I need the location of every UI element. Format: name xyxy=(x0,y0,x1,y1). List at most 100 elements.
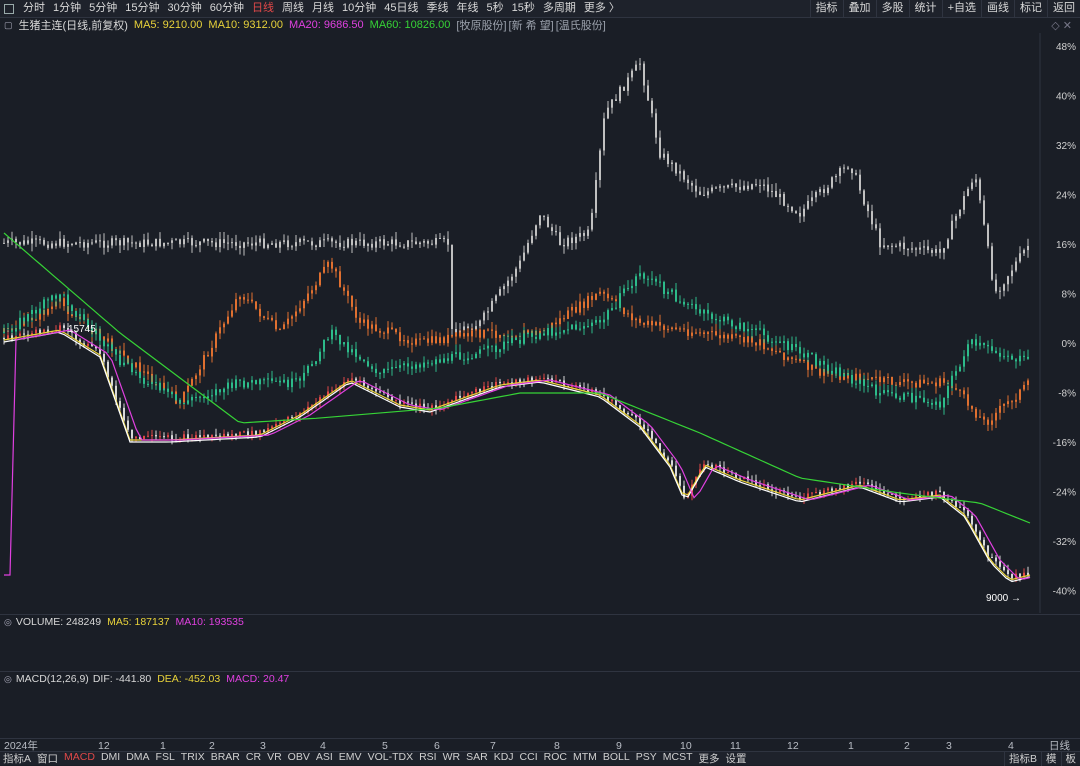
period-tab[interactable]: 月线 xyxy=(308,0,338,17)
wenshi-candle xyxy=(123,363,125,365)
muyuan-candle xyxy=(367,244,369,246)
xinxiwang-candle xyxy=(695,333,697,334)
diamond-icon[interactable]: ◇ ✕ xyxy=(1051,19,1072,32)
xinxiwang-candle xyxy=(431,336,433,343)
period-tab[interactable]: 年线 xyxy=(453,0,483,17)
main-candle xyxy=(999,561,1001,566)
xinxiwang-candle xyxy=(903,379,905,382)
muyuan-candle xyxy=(163,243,165,246)
xinxiwang-candle xyxy=(875,377,877,378)
wenshi-candle xyxy=(367,361,369,366)
wenshi-candle xyxy=(259,379,261,384)
muyuan-candle xyxy=(251,244,253,246)
main-candle xyxy=(143,436,145,439)
period-tab[interactable]: 45日线 xyxy=(380,0,422,17)
toolbar-button[interactable]: 画线 xyxy=(981,0,1014,17)
xinxiwang-candle xyxy=(303,301,305,308)
macd-menu-icon[interactable]: ◎ xyxy=(4,674,12,685)
period-tab[interactable]: 5秒 xyxy=(483,0,508,17)
period-tab[interactable]: 5分钟 xyxy=(85,0,121,17)
xinxiwang-candle xyxy=(447,335,449,343)
muyuan-candle xyxy=(39,239,41,240)
xinxiwang-candle xyxy=(359,318,361,323)
period-tab[interactable]: 季线 xyxy=(423,0,453,17)
period-tab[interactable]: 15分钟 xyxy=(121,0,163,17)
period-tab[interactable]: 30分钟 xyxy=(164,0,206,17)
wenshi-candle xyxy=(311,364,313,366)
xinxiwang-candle xyxy=(415,339,417,345)
muyuan-candle xyxy=(567,238,569,247)
xinxiwang-candle xyxy=(147,372,149,374)
muyuan-candle xyxy=(535,225,537,236)
kline-chart[interactable]: 48%40%32%24%16%8%0%-8%-16%-24%-32%-40%15… xyxy=(0,33,1080,613)
xinxiwang-candle xyxy=(483,330,485,338)
muyuan-candle xyxy=(871,211,873,224)
xinxiwang-candle xyxy=(655,322,657,325)
muyuan-candle xyxy=(939,249,941,253)
main-candle xyxy=(675,466,677,476)
muyuan-candle xyxy=(735,184,737,187)
xinxiwang-candle xyxy=(379,331,381,333)
toolbar-button[interactable]: 统计 xyxy=(909,0,942,17)
muyuan-candle xyxy=(419,243,421,245)
overlay-muyuan[interactable]: [牧原股份] xyxy=(456,17,506,33)
xinxiwang-candle xyxy=(887,377,889,378)
xinxiwang-candle xyxy=(971,406,973,409)
wenshi-candle xyxy=(819,361,821,366)
muyuan-candle xyxy=(687,180,689,183)
main-candle xyxy=(351,378,353,379)
period-tab[interactable]: 10分钟 xyxy=(338,0,380,17)
period-tab[interactable]: 1分钟 xyxy=(49,0,85,17)
toolbar-button[interactable]: 叠加 xyxy=(843,0,876,17)
toolbar-button[interactable]: 标记 xyxy=(1014,0,1047,17)
period-tab[interactable]: 分时 xyxy=(19,0,49,17)
wenshi-candle xyxy=(51,295,53,300)
xinxiwang-candle xyxy=(491,329,493,330)
period-tab[interactable]: 日线 xyxy=(248,0,278,17)
volume-menu-icon[interactable]: ◎ xyxy=(4,617,12,628)
panel-menu-icon[interactable]: ▢ xyxy=(4,20,13,31)
main-candle xyxy=(831,488,833,490)
period-tab[interactable]: 多周期 xyxy=(539,0,580,17)
overlay-xinxiwang[interactable]: [新 希 望] xyxy=(509,17,554,33)
main-candle xyxy=(291,417,293,418)
main-candle xyxy=(23,334,25,335)
muyuan-candle xyxy=(967,189,969,196)
wenshi-candle xyxy=(63,294,65,295)
xinxiwang-candle xyxy=(307,293,309,300)
wenshi-candle xyxy=(527,333,529,334)
muyuan-candle xyxy=(91,243,93,244)
muyuan-candle xyxy=(227,243,229,244)
period-tab[interactable]: 15秒 xyxy=(508,0,539,17)
volume-value: VOLUME: 248249 xyxy=(16,616,101,628)
muyuan-candle xyxy=(1011,271,1013,277)
toolbar-button[interactable]: 指标 xyxy=(810,0,843,17)
wenshi-candle xyxy=(547,328,549,335)
main-candle xyxy=(967,510,969,516)
window-icon[interactable] xyxy=(4,4,14,14)
toolbar-button[interactable]: 返回 xyxy=(1047,0,1080,17)
wenshi-candle xyxy=(83,314,85,320)
muyuan-candle xyxy=(627,77,629,90)
main-candle xyxy=(927,492,929,495)
period-tab[interactable]: 60分钟 xyxy=(206,0,248,17)
muyuan-candle xyxy=(911,248,913,249)
muyuan-candle xyxy=(971,183,973,189)
main-candle xyxy=(487,386,489,387)
toolbar-button[interactable]: 多股 xyxy=(876,0,909,17)
period-tab[interactable]: 更多 〉 xyxy=(580,0,624,17)
muyuan-candle xyxy=(811,197,813,201)
wenshi-candle xyxy=(451,354,453,361)
xinxiwang-candle xyxy=(435,336,437,343)
wenshi-candle xyxy=(339,335,341,344)
muyuan-candle xyxy=(1019,253,1021,261)
wenshi-candle xyxy=(667,292,669,294)
main-candle xyxy=(127,421,129,430)
period-tab[interactable]: 周线 xyxy=(278,0,308,17)
muyuan-candle xyxy=(807,201,809,209)
overlay-wenshi[interactable]: [温氏股份] xyxy=(556,17,606,33)
add-watchlist-button[interactable]: +自选 xyxy=(942,0,981,17)
muyuan-candle xyxy=(1003,284,1005,290)
wenshi-candle xyxy=(951,376,953,386)
xinxiwang-candle xyxy=(767,348,769,349)
